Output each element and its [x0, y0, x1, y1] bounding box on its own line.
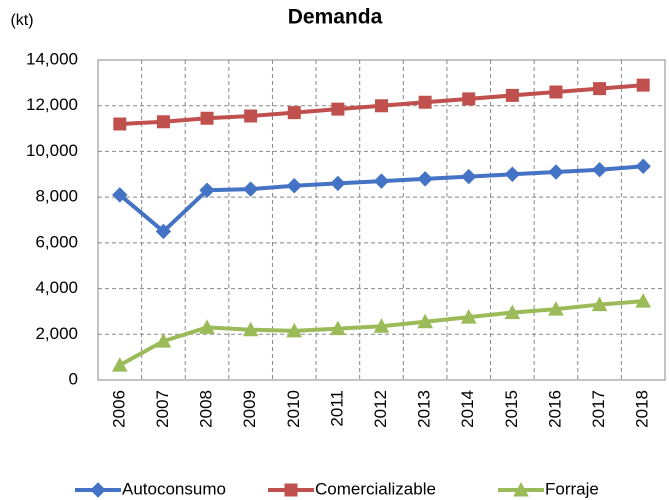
legend-marker [90, 482, 106, 498]
data-point [375, 99, 388, 113]
x-tick-label: 2015 [502, 390, 521, 428]
y-tick-label: 2,000 [35, 324, 78, 343]
x-tick-label: 2013 [415, 390, 434, 428]
x-tick-label: 2009 [240, 390, 259, 428]
data-point [200, 111, 214, 125]
y-tick-label: 4,000 [35, 278, 78, 297]
data-point [504, 304, 521, 320]
data-point [417, 313, 433, 329]
data-point [373, 173, 390, 189]
data-point [549, 85, 563, 99]
data-point [593, 82, 607, 96]
data-point [112, 187, 128, 203]
data-point [242, 181, 259, 197]
x-tick-label: 2008 [197, 390, 216, 428]
data-point [504, 166, 521, 182]
data-point [286, 322, 303, 338]
data-point [635, 158, 651, 174]
data-point [155, 333, 172, 348]
x-tick-label: 2017 [589, 390, 608, 428]
data-point [418, 95, 432, 109]
plot-border [97, 59, 666, 381]
data-point [635, 293, 652, 308]
x-tick-label: 2011 [327, 390, 346, 427]
data-point [330, 175, 346, 192]
data-point [505, 88, 519, 102]
x-tick-label: 2018 [633, 390, 652, 428]
data-point [199, 319, 215, 334]
y-tick-label: 10,000 [26, 141, 78, 160]
data-point [591, 296, 608, 312]
x-tick-label: 2012 [371, 390, 390, 428]
x-tick-label: 2007 [153, 390, 172, 428]
data-point [287, 106, 301, 120]
data-point [548, 301, 564, 316]
data-point [155, 223, 172, 240]
data-point [548, 164, 564, 180]
data-point [373, 318, 390, 333]
data-point [244, 109, 258, 123]
data-point [111, 357, 128, 372]
x-tick-label: 2016 [545, 390, 564, 428]
data-point [461, 168, 477, 185]
y-tick-label: 14,000 [26, 49, 78, 68]
data-point [156, 115, 170, 129]
data-point [331, 102, 345, 116]
data-point [462, 92, 476, 106]
legend-label: Autoconsumo [122, 479, 226, 498]
legend-marker [284, 483, 298, 497]
data-point [591, 162, 608, 178]
legend-marker [513, 481, 529, 497]
data-point [242, 321, 259, 337]
data-point [199, 182, 215, 198]
y-tick-label: 8,000 [35, 187, 78, 206]
data-point [417, 171, 433, 187]
data-point [460, 309, 477, 324]
series-line [118, 299, 644, 367]
y-tick-label: 12,000 [26, 95, 78, 114]
y-tick-label: 0 [69, 369, 78, 388]
data-point [113, 117, 127, 131]
x-tick-label: 2006 [109, 390, 128, 428]
data-point [636, 78, 650, 92]
y-axis-label: (kt) [10, 12, 33, 29]
chart-title: Demanda [288, 6, 383, 29]
data-point [330, 320, 346, 336]
x-tick-label: 2010 [284, 390, 303, 428]
legend-label: Forraje [545, 479, 599, 498]
data-point [286, 178, 302, 194]
y-tick-label: 6,000 [35, 232, 78, 251]
x-tick-label: 2014 [458, 390, 477, 428]
legend-label: Comercializable [315, 479, 436, 498]
